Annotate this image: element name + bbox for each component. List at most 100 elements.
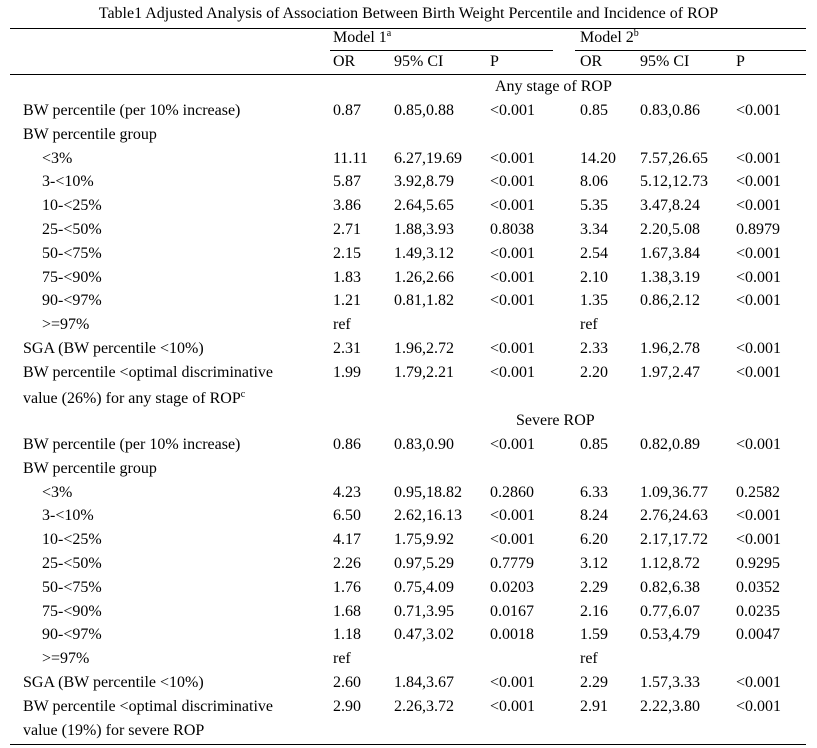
cell-or-model1: 2.60	[333, 674, 361, 691]
cell-ci-model2: 0.53,4.79	[640, 626, 700, 644]
bottom-rule	[10, 744, 806, 745]
row-label: 50-<75%	[42, 578, 102, 596]
cell-or-model2: 2.54	[580, 244, 608, 262]
col-header-ci-1: 95% CI	[394, 53, 444, 70]
cell-p-model1: 0.7779	[490, 555, 534, 572]
cell-ci-model1: 0.47,3.02	[394, 626, 454, 644]
cell-ci-model1: 6.27,19.69	[394, 149, 462, 167]
cell-p-model1: <0.001	[490, 531, 536, 549]
row-label: BW percentile (per 10% increase)	[23, 436, 241, 453]
cell-or-model1: ref	[333, 316, 351, 334]
cell-p-model2: <0.001	[736, 507, 782, 525]
cell-p-model1: <0.001	[490, 197, 536, 215]
cell-p-model1: <0.001	[490, 173, 536, 191]
cell-p-model1: <0.001	[490, 507, 536, 525]
cell-p-model1: <0.001	[490, 149, 536, 167]
row-label: BW percentile (per 10% increase)	[23, 102, 241, 119]
row-label: 3-<10%	[42, 507, 94, 525]
cell-or-model1: 1.76	[333, 578, 361, 596]
row-label: <3%	[42, 149, 73, 167]
cell-ci-model1: 3.92,8.79	[394, 173, 454, 191]
col-header-or-2: OR	[580, 53, 603, 70]
cell-or-model2: 0.85	[580, 436, 608, 453]
cell-p-model1: <0.001	[490, 436, 536, 453]
cell-or-model2: ref	[580, 316, 598, 334]
cell-or-model1: 0.87	[333, 102, 361, 119]
row-label: 75-<90%	[42, 602, 102, 620]
cell-or-model1: 2.26	[333, 555, 361, 572]
cell-p-model2: <0.001	[736, 149, 782, 167]
cell-p-model2: 0.0235	[736, 602, 780, 620]
cell-or-model1: 0.86	[333, 436, 361, 453]
cell-p-model1: <0.001	[490, 363, 536, 381]
cell-p-model1: 0.2860	[490, 483, 534, 501]
cell-ci-model2: 0.77,6.07	[640, 602, 700, 620]
cell-or-model1: 4.23	[333, 483, 361, 501]
row-label: BW percentile group	[23, 125, 157, 143]
cell-p-model1: <0.001	[490, 292, 536, 310]
cell-p-model2: <0.001	[736, 697, 782, 715]
footnote-mark-c: c	[240, 389, 246, 400]
cell-or-model2: 6.20	[580, 531, 608, 549]
cell-p-model1: 0.8038	[490, 221, 534, 238]
cell-or-model1: ref	[333, 650, 351, 668]
model1-label: Model 1	[333, 29, 387, 46]
model1-footnote-mark: a	[386, 28, 392, 39]
cell-or-model2: 3.34	[580, 221, 608, 238]
cell-ci-model1: 2.26,3.72	[394, 697, 454, 715]
cell-ci-model1: 1.75,9.92	[394, 531, 454, 549]
cell-or-model1: 2.15	[333, 244, 361, 262]
row-label-continuation: value (26%) for any stage of ROPc	[23, 389, 246, 407]
cell-ci-model2: 7.57,26.65	[640, 149, 708, 167]
cell-or-model1: 1.21	[333, 292, 361, 310]
cell-or-model1: 3.86	[333, 197, 361, 215]
cell-p-model2: <0.001	[736, 363, 782, 381]
model2-footnote-mark: b	[633, 28, 639, 39]
row-label: 3-<10%	[42, 173, 94, 191]
row-label: SGA (BW percentile <10%)	[23, 674, 204, 691]
cell-p-model2: <0.001	[736, 197, 782, 215]
cell-or-model1: 11.11	[333, 149, 368, 167]
cell-p-model2: <0.001	[736, 173, 782, 191]
row-label: 25-<50%	[42, 555, 102, 572]
model2-underline	[575, 50, 806, 51]
header-bottom-rule	[10, 74, 806, 75]
cell-or-model1: 1.68	[333, 602, 361, 620]
cell-or-model2: 2.33	[580, 340, 608, 357]
cell-ci-model2: 1.57,3.33	[640, 674, 700, 691]
cell-or-model1: 6.50	[333, 507, 361, 525]
row-label: >=97%	[42, 650, 90, 668]
cell-ci-model2: 5.12,12.73	[640, 173, 708, 191]
model1-header: Model 1a	[333, 28, 391, 48]
cell-ci-model2: 1.67,3.84	[640, 244, 700, 262]
cell-ci-model1: 0.85,0.88	[394, 102, 454, 119]
cell-p-model1: <0.001	[490, 244, 536, 262]
cell-or-model2: 2.91	[580, 697, 608, 715]
cell-p-model2: 0.8979	[736, 221, 780, 238]
cell-p-model1: <0.001	[490, 697, 536, 715]
row-label: <3%	[42, 483, 73, 501]
cell-ci-model1: 0.97,5.29	[394, 555, 454, 572]
row-label: 50-<75%	[42, 244, 102, 262]
cell-or-model1: 4.17	[333, 531, 361, 549]
col-header-or-1: OR	[333, 53, 356, 70]
row-label: 25-<50%	[42, 221, 102, 238]
cell-ci-model2: 2.22,3.80	[640, 697, 700, 715]
cell-ci-model1: 0.81,1.82	[394, 292, 454, 310]
cell-ci-model2: 1.38,3.19	[640, 268, 700, 286]
cell-ci-model2: 0.82,0.89	[640, 436, 700, 453]
col-header-p-1: P	[490, 53, 499, 70]
cell-or-model2: 2.29	[580, 578, 608, 596]
cell-or-model1: 2.90	[333, 697, 361, 715]
cell-ci-model1: 1.84,3.67	[394, 674, 454, 691]
cell-ci-model2: 1.97,2.47	[640, 363, 700, 381]
model2-label: Model 2	[580, 29, 634, 46]
cell-or-model2: 3.12	[580, 555, 608, 572]
cell-ci-model1: 2.62,16.13	[394, 507, 462, 525]
cell-ci-model1: 1.79,2.21	[394, 363, 454, 381]
cell-p-model2: <0.001	[736, 531, 782, 549]
cell-or-model1: 1.99	[333, 363, 361, 381]
cell-ci-model2: 2.17,17.72	[640, 531, 708, 549]
cell-or-model2: 2.20	[580, 363, 608, 381]
